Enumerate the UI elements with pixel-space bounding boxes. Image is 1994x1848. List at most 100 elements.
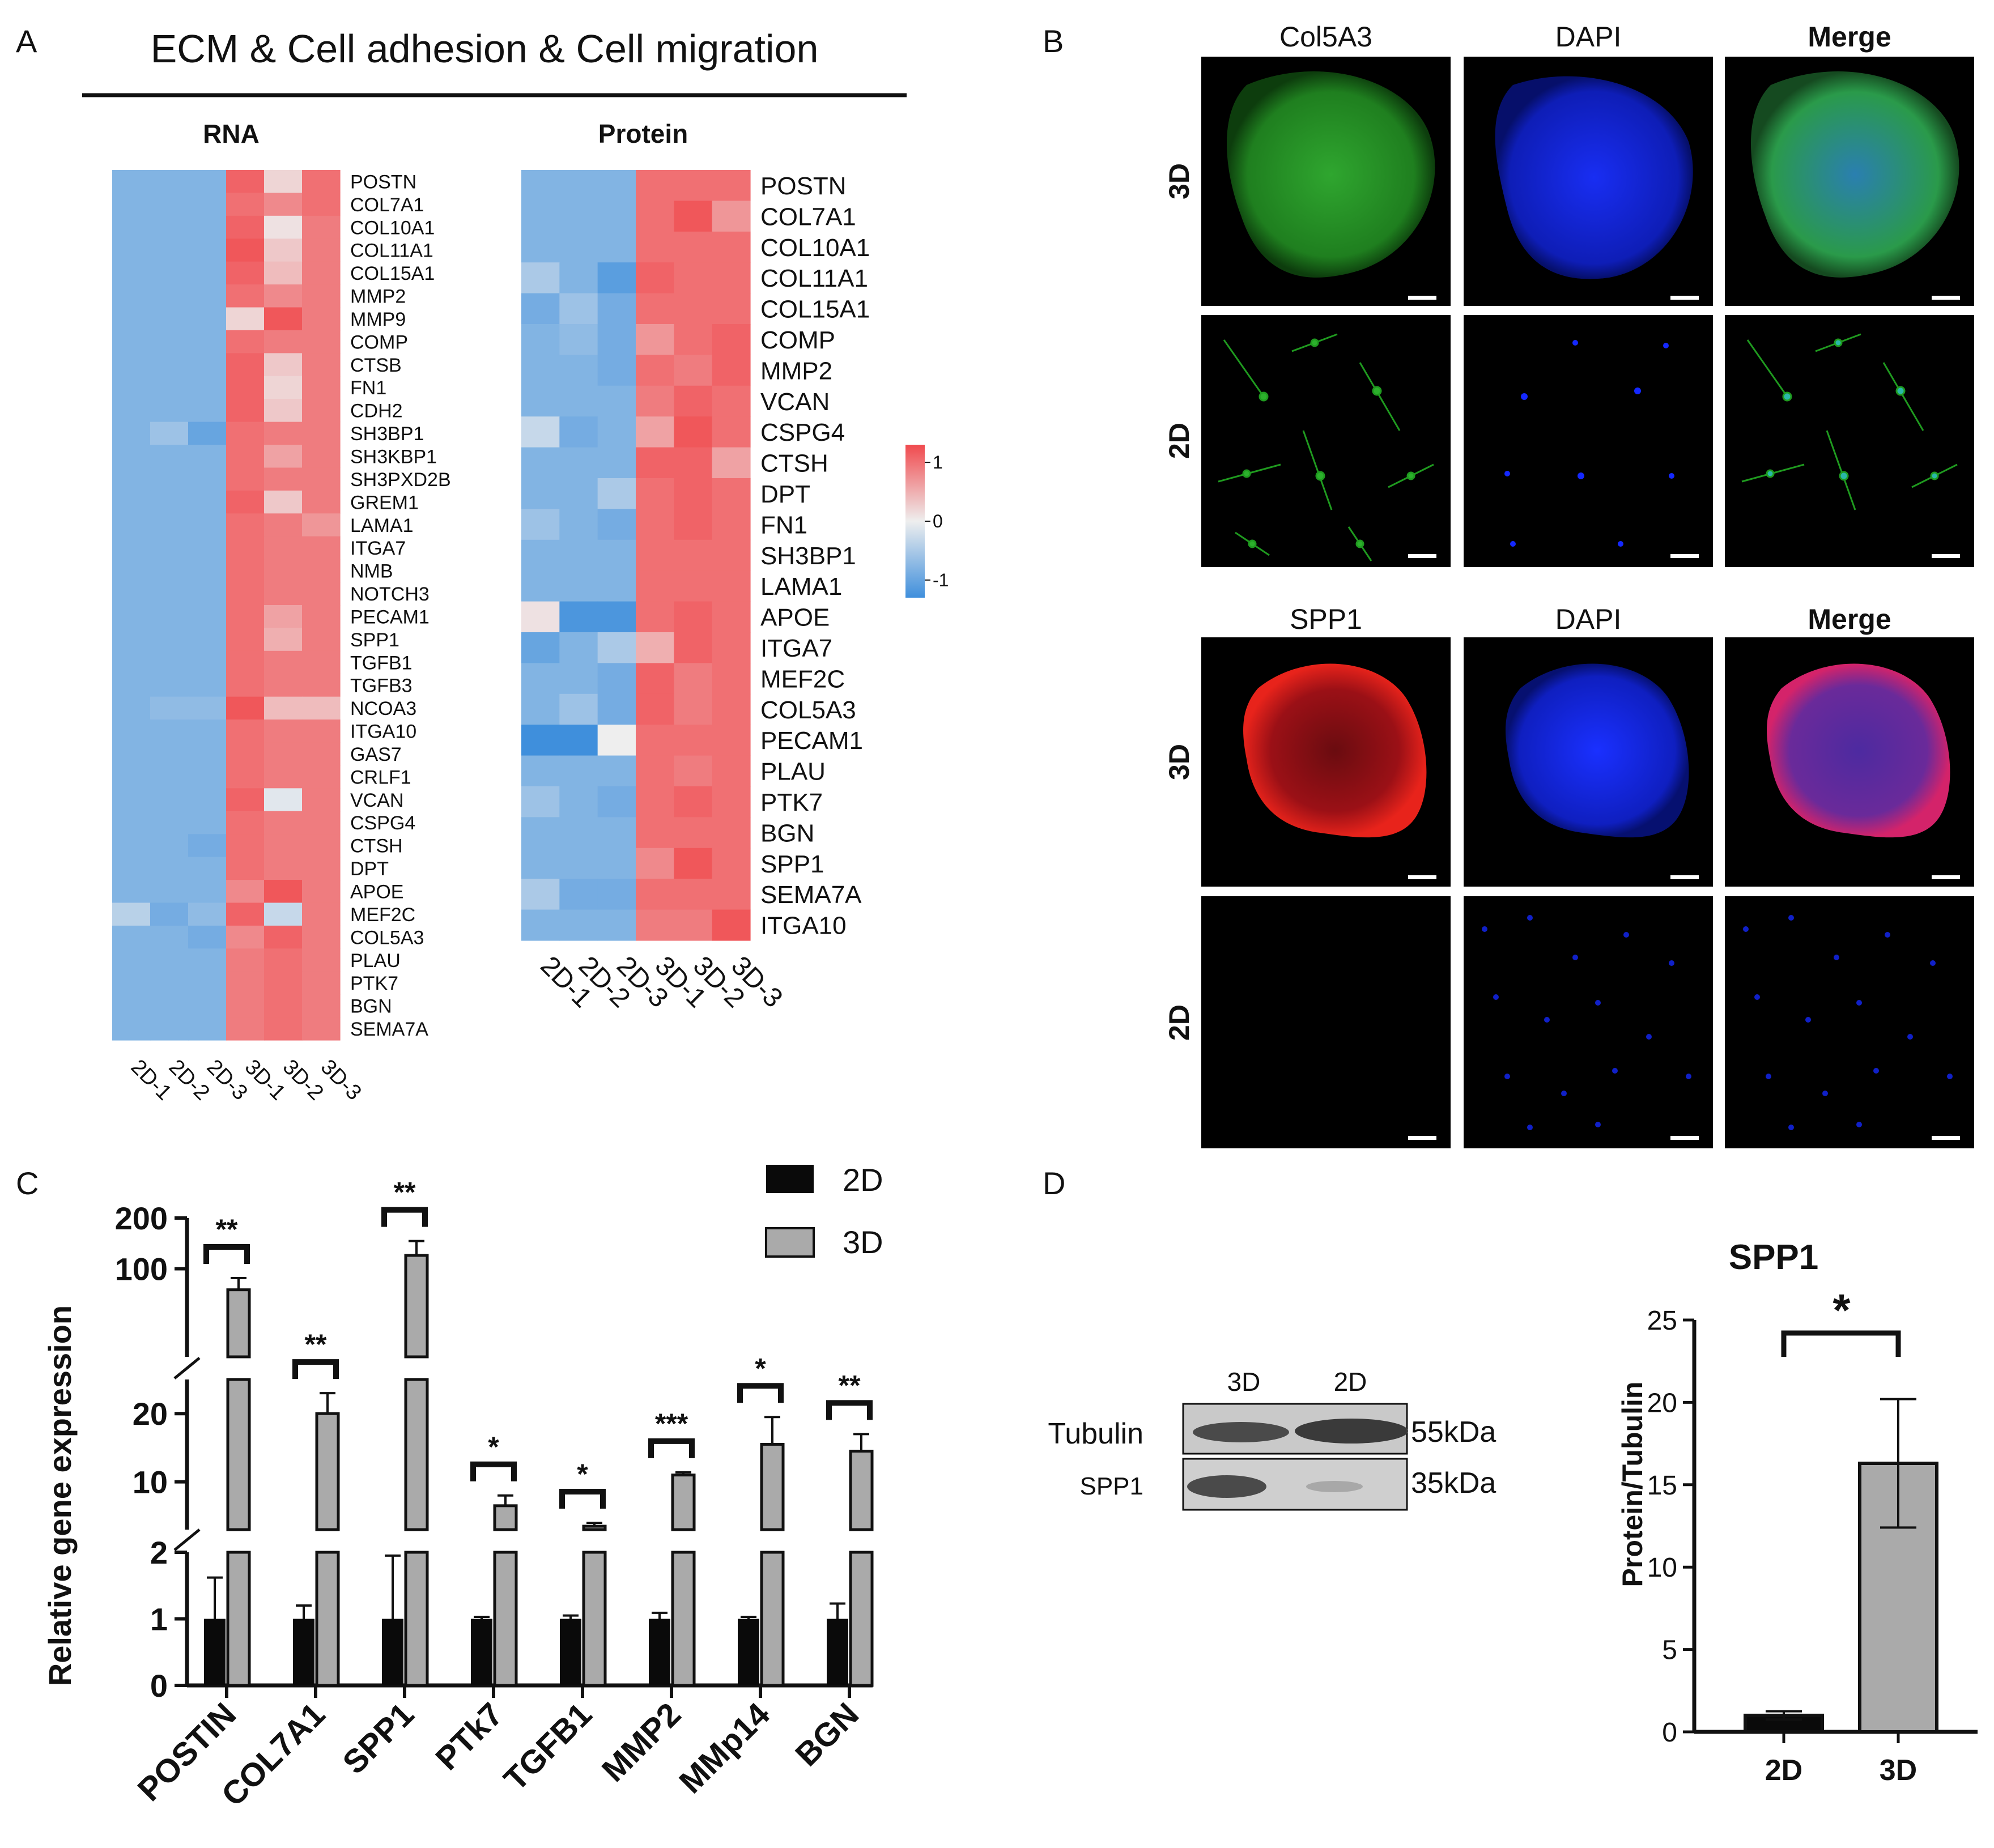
heatmap-cell <box>188 536 227 560</box>
heatmap-cell <box>674 848 713 879</box>
heatmap-cell <box>636 817 674 849</box>
heatmap-cell <box>302 284 341 308</box>
gene-label: PTK7 <box>760 789 823 816</box>
protein-gene-labels: POSTN COL7A1 COL10A1 COL11A1 COL15A1 COMP MMP2… <box>760 172 870 940</box>
gene-label: CTSH <box>350 836 403 857</box>
heatmap-cell <box>188 925 227 949</box>
heatmap-cell <box>521 601 560 633</box>
gene-label: FN1 <box>760 511 807 539</box>
heatmap-cell <box>264 696 303 720</box>
heatmap-cell <box>188 330 227 354</box>
heatmap-cell <box>559 879 598 910</box>
heatmap-cell <box>302 880 341 904</box>
heatmap-cell <box>636 539 674 571</box>
heatmap-cell <box>597 725 636 756</box>
gene-label: BGN <box>760 819 814 847</box>
heatmap-cell <box>302 170 341 194</box>
bar-2d <box>560 1619 581 1685</box>
panel-b-row-label: 2D <box>1163 423 1195 459</box>
heatmap-cell <box>559 786 598 817</box>
column-label: 2D-2 <box>164 1055 214 1105</box>
heatmap-cell <box>226 376 265 399</box>
gene-label: CSPG4 <box>760 419 845 446</box>
heatmap-cell <box>302 971 341 995</box>
heatmap-cell <box>302 902 341 926</box>
heatmap-cell <box>302 330 341 354</box>
micrograph-merge-3d-row1 <box>1725 57 1974 306</box>
heatmap-cell <box>150 948 189 972</box>
heatmap-cell <box>264 215 303 239</box>
heatmap-cell <box>188 376 227 399</box>
heatmap-cell <box>521 663 560 695</box>
heatmap-cell <box>559 355 598 386</box>
gene-label: COL5A3 <box>350 927 424 948</box>
micrograph-col5a3-2d <box>1201 315 1451 567</box>
heatmap-cell <box>188 880 227 904</box>
heatmap-cell <box>674 755 713 787</box>
micrograph-merge-2d-row4 <box>1725 896 1974 1148</box>
column-label: 3D-3 <box>316 1055 366 1105</box>
heatmap-cell <box>674 231 713 263</box>
heatmap-cell <box>112 902 151 926</box>
significance-bracket <box>559 1488 606 1509</box>
gene-label: NCOA3 <box>350 698 416 719</box>
heatmap-cell <box>302 376 341 399</box>
heatmap-cell <box>302 421 341 445</box>
panel-b-header: DAPI <box>1555 21 1622 53</box>
heatmap-cell <box>112 559 151 583</box>
heatmap-cell <box>674 601 713 633</box>
panel-b-header: DAPI <box>1555 603 1622 635</box>
panel-b-row-labels: 3D 2D 3D 2D <box>1163 163 1195 1041</box>
heatmap-cell <box>597 601 636 633</box>
heatmap-cell <box>559 539 598 571</box>
bar-3d <box>404 1254 429 1359</box>
heatmap-cell <box>150 857 189 880</box>
heatmap-cell <box>188 307 227 331</box>
heatmap-cell <box>112 674 151 697</box>
heatmap-cell <box>302 788 341 812</box>
bar-3d <box>315 1551 340 1687</box>
heatmap-cell <box>674 355 713 386</box>
heatmap-cell <box>264 559 303 583</box>
micrograph-dapi-2d-row4 <box>1464 896 1713 1148</box>
micrograph-dapi-3d-row1 <box>1464 57 1713 306</box>
gene-label: COL7A1 <box>350 194 424 216</box>
heatmap-cell <box>636 324 674 355</box>
heatmap-cell <box>521 570 560 602</box>
heatmap-cell <box>226 650 265 674</box>
heatmap-cell <box>150 811 189 834</box>
heatmap-cell <box>112 307 151 331</box>
heatmap-cell <box>636 293 674 325</box>
heatmap-cell <box>302 239 341 262</box>
heatmap-cell <box>674 693 713 725</box>
heatmap-cell <box>712 231 751 263</box>
heatmap-cell <box>521 447 560 479</box>
x-category-label: BGN <box>788 1696 866 1773</box>
micrograph-col5a3-3d <box>1201 57 1451 306</box>
rna-heatmap <box>112 170 341 1041</box>
heatmap-cell <box>521 201 560 232</box>
heatmap-cell <box>559 755 598 787</box>
heatmap-cell <box>712 879 751 910</box>
column-label: 3D-1 <box>240 1055 290 1105</box>
heatmap-cell <box>226 353 265 377</box>
heatmap-cell <box>597 879 636 910</box>
heatmap-cell <box>264 490 303 514</box>
heatmap-cell <box>226 948 265 972</box>
gene-label: PLAU <box>350 950 401 972</box>
heatmap-cell <box>712 693 751 725</box>
heatmap-cell <box>112 834 151 858</box>
heatmap-cell <box>521 262 560 294</box>
heatmap-cell <box>597 909 636 941</box>
heatmap-cell <box>636 601 674 633</box>
significance-label: ** <box>394 1177 416 1208</box>
heatmap-cell <box>112 536 151 560</box>
heatmap-cell <box>712 293 751 325</box>
micrograph-dapi-3d-row3 <box>1464 637 1713 887</box>
bar-3d <box>671 1474 696 1531</box>
heatmap-cell <box>559 447 598 479</box>
heatmap-cell <box>188 399 227 423</box>
heatmap-cell <box>150 696 189 720</box>
heatmap-cell <box>302 834 341 858</box>
d-y-tick-label: 10 <box>1647 1553 1677 1583</box>
